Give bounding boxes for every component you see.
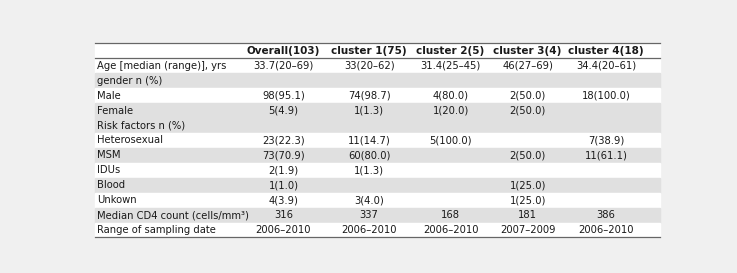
Text: 1(1.0): 1(1.0) <box>268 180 298 190</box>
Text: 7(38.9): 7(38.9) <box>588 135 624 146</box>
Text: 2(1.9): 2(1.9) <box>268 165 298 175</box>
Text: cluster 2(5): cluster 2(5) <box>416 46 485 56</box>
Bar <box>95 148 660 163</box>
Text: IDUs: IDUs <box>97 165 120 175</box>
Text: 60(80.0): 60(80.0) <box>348 150 391 161</box>
Text: 316: 316 <box>274 210 293 220</box>
Bar <box>95 88 660 103</box>
Text: gender n (%): gender n (%) <box>97 76 162 86</box>
Text: 1(25.0): 1(25.0) <box>509 180 546 190</box>
Text: 2007–2009: 2007–2009 <box>500 225 556 235</box>
Bar <box>95 193 660 208</box>
Text: 5(100.0): 5(100.0) <box>429 135 472 146</box>
Text: 73(70.9): 73(70.9) <box>262 150 305 161</box>
Text: 1(25.0): 1(25.0) <box>509 195 546 205</box>
Text: Unkown: Unkown <box>97 195 136 205</box>
Text: 337: 337 <box>360 210 379 220</box>
Text: 33(20–62): 33(20–62) <box>344 61 394 71</box>
Text: 168: 168 <box>441 210 460 220</box>
Text: 2006–2010: 2006–2010 <box>256 225 311 235</box>
Text: 2006–2010: 2006–2010 <box>579 225 634 235</box>
Text: 31.4(25–45): 31.4(25–45) <box>420 61 481 71</box>
Text: 33.7(20–69): 33.7(20–69) <box>254 61 314 71</box>
Text: 34.4(20–61): 34.4(20–61) <box>576 61 636 71</box>
Text: 23(22.3): 23(22.3) <box>262 135 305 146</box>
Text: 1(1.3): 1(1.3) <box>354 106 384 116</box>
Bar <box>95 58 660 73</box>
Text: Age [median (range)], yrs: Age [median (range)], yrs <box>97 61 226 71</box>
Text: 46(27–69): 46(27–69) <box>502 61 553 71</box>
Text: 11(61.1): 11(61.1) <box>584 150 628 161</box>
Text: cluster 3(4): cluster 3(4) <box>494 46 562 56</box>
Bar <box>95 103 660 118</box>
Text: Median CD4 count (cells/mm³): Median CD4 count (cells/mm³) <box>97 210 248 220</box>
Bar <box>95 133 660 148</box>
Bar <box>95 73 660 88</box>
Text: 2(50.0): 2(50.0) <box>509 106 546 116</box>
Text: Male: Male <box>97 91 120 101</box>
Text: Female: Female <box>97 106 133 116</box>
Text: 2006–2010: 2006–2010 <box>423 225 478 235</box>
Text: 1(1.3): 1(1.3) <box>354 165 384 175</box>
Text: 4(80.0): 4(80.0) <box>433 91 469 101</box>
Text: 3(4.0): 3(4.0) <box>354 195 384 205</box>
Text: Blood: Blood <box>97 180 125 190</box>
Bar <box>95 118 660 133</box>
Text: 11(14.7): 11(14.7) <box>348 135 391 146</box>
Text: 181: 181 <box>518 210 537 220</box>
Text: 2(50.0): 2(50.0) <box>509 150 546 161</box>
Text: Risk factors n (%): Risk factors n (%) <box>97 121 185 130</box>
Text: 98(95.1): 98(95.1) <box>262 91 305 101</box>
Text: MSM: MSM <box>97 150 120 161</box>
Text: Range of sampling date: Range of sampling date <box>97 225 215 235</box>
Text: cluster 1(75): cluster 1(75) <box>332 46 407 56</box>
Text: 4(3.9): 4(3.9) <box>268 195 298 205</box>
Text: 1(20.0): 1(20.0) <box>433 106 469 116</box>
Text: 2(50.0): 2(50.0) <box>509 91 546 101</box>
Text: 74(98.7): 74(98.7) <box>348 91 391 101</box>
Text: Heterosexual: Heterosexual <box>97 135 163 146</box>
Text: Overall(103): Overall(103) <box>247 46 320 56</box>
Bar <box>95 178 660 193</box>
Bar <box>95 163 660 178</box>
Bar <box>95 222 660 238</box>
Text: 2006–2010: 2006–2010 <box>341 225 397 235</box>
Text: 18(100.0): 18(100.0) <box>581 91 631 101</box>
Bar <box>95 43 660 58</box>
Text: cluster 4(18): cluster 4(18) <box>568 46 644 56</box>
Bar <box>95 208 660 222</box>
Text: 386: 386 <box>597 210 615 220</box>
Text: 5(4.9): 5(4.9) <box>268 106 298 116</box>
